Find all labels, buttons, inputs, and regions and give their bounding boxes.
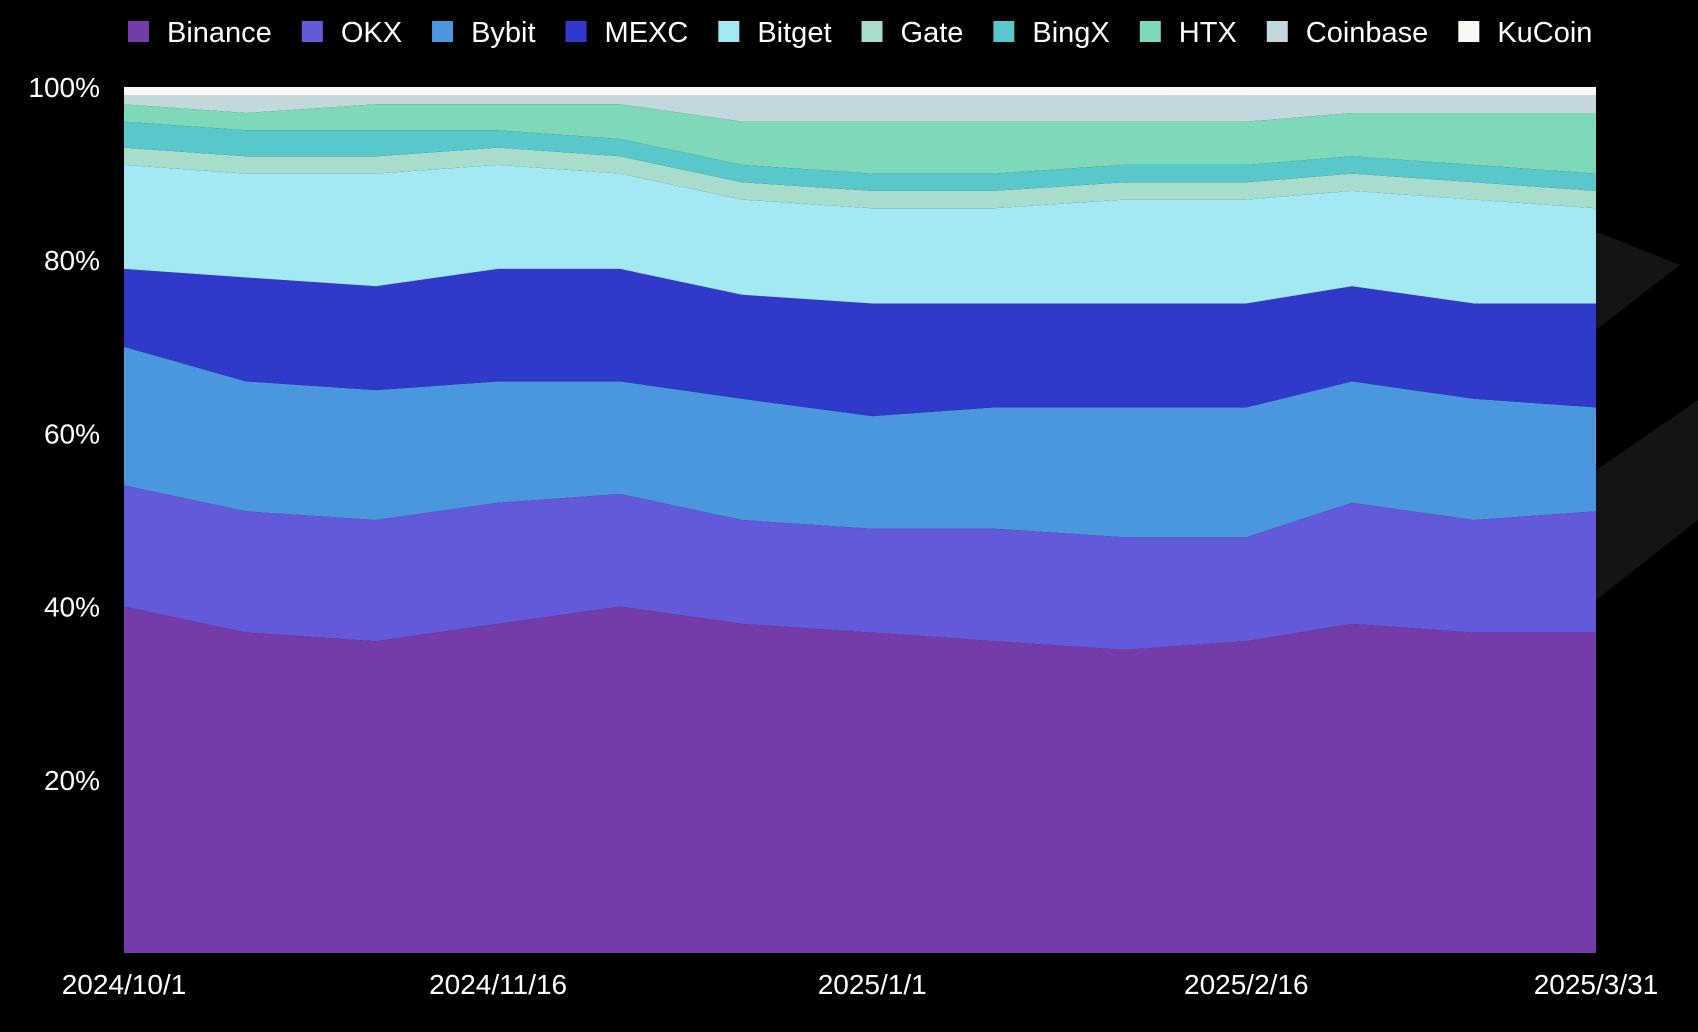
area-bybit [124, 346, 1596, 538]
area-bingx [124, 121, 1596, 191]
legend-swatch [1458, 21, 1480, 42]
area-htx [124, 104, 1596, 174]
y-tick-label: 80% [44, 245, 100, 276]
x-tick-label: 2025/1/1 [818, 969, 927, 1000]
legend-item-bybit[interactable]: Bybit [432, 17, 536, 49]
legend-label: BingX [1032, 17, 1109, 49]
y-tick-label: 100% [28, 72, 100, 103]
area-binance [124, 606, 1596, 953]
legend: Binance OKX Bybit MEXC Bitget Gate BingX HTX Coi… [128, 17, 1592, 49]
legend-label: HTX [1179, 17, 1237, 49]
y-tick-label: 60% [44, 418, 100, 449]
x-axis-ticks: 2024/10/1 2024/11/16 2025/1/1 2025/2/16 2025… [62, 969, 1659, 1000]
legend-swatch [565, 21, 587, 42]
legend-label: KuCoin [1497, 17, 1592, 49]
area-series-group [124, 87, 1596, 953]
area-okx [124, 485, 1596, 650]
legend-item-htx[interactable]: HTX [1139, 17, 1237, 49]
x-tick-label: 2025/2/16 [1184, 969, 1309, 1000]
y-axis-ticks: 20% 40% 60% 80% 100% [28, 72, 100, 796]
legend-swatch [718, 21, 740, 42]
area-kucoin [124, 87, 1596, 96]
area-mexc [124, 268, 1596, 417]
x-tick-label: 2024/11/16 [429, 969, 567, 1000]
legend-label: OKX [341, 17, 402, 49]
legend-item-kucoin[interactable]: KuCoin [1458, 17, 1592, 49]
legend-swatch [128, 21, 149, 42]
legend-label: Gate [901, 17, 964, 49]
legend-item-gate[interactable]: Gate [861, 17, 964, 49]
legend-label: Bybit [471, 17, 535, 49]
legend-item-binance[interactable]: Binance [128, 17, 272, 49]
legend-item-bitget[interactable]: Bitget [718, 17, 832, 49]
legend-swatch [1139, 21, 1161, 42]
area-coinbase [124, 95, 1596, 122]
area-gate [124, 147, 1596, 209]
x-tick-label: 2025/3/31 [1534, 969, 1659, 1000]
legend-label: MEXC [605, 17, 689, 49]
area-bitget [124, 164, 1596, 304]
legend-swatch [861, 21, 883, 42]
legend-swatch [1266, 21, 1288, 42]
legend-item-mexc[interactable]: MEXC [565, 17, 689, 49]
x-tick-label: 2024/10/1 [62, 969, 187, 1000]
legend-label: Bitget [757, 17, 831, 49]
y-tick-label: 40% [44, 592, 100, 623]
legend-label: Binance [167, 17, 272, 49]
legend-item-bingx[interactable]: BingX [993, 17, 1110, 49]
watermark-chevron [1596, 400, 1698, 600]
legend-swatch [993, 21, 1015, 42]
legend-item-coinbase[interactable]: Coinbase [1266, 17, 1429, 49]
legend-swatch [432, 21, 454, 42]
legend-swatch [301, 21, 323, 42]
legend-item-okx[interactable]: OKX [301, 17, 402, 49]
y-tick-label: 20% [44, 765, 100, 796]
legend-label: Coinbase [1306, 17, 1429, 49]
